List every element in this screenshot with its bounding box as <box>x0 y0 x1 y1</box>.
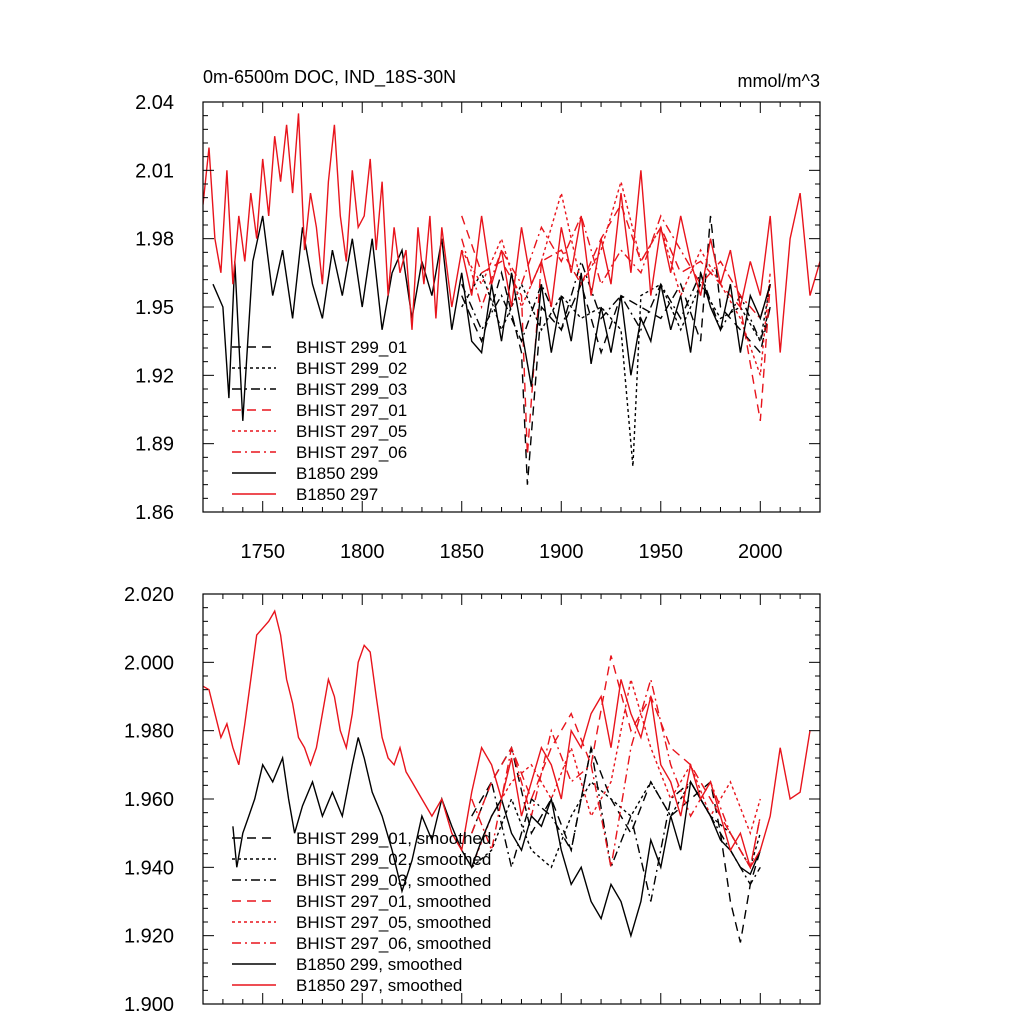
top-legend-label: BHIST 299_01 <box>296 338 407 357</box>
bottom-y-tick-label: 1.980 <box>124 721 174 743</box>
top-x-tick-label: 1750 <box>240 541 285 563</box>
top-legend-label: BHIST 297_01 <box>296 401 407 420</box>
top-units-label: mmol/m^3 <box>738 71 820 91</box>
top-x-tick-label: 1800 <box>340 541 385 563</box>
top-legend-label: B1850 299 <box>296 464 378 483</box>
top-series-line-0 <box>461 215 771 485</box>
top-chart-title: 0m-6500m DOC, IND_18S-30N <box>203 67 456 88</box>
top-y-tick-label: 1.95 <box>135 297 174 319</box>
bottom-y-tick-label: 2.020 <box>124 584 174 606</box>
top-x-tick-label: 2000 <box>738 541 783 563</box>
top-series-line-1 <box>461 271 771 467</box>
bottom-legend-label: BHIST 299_01, smoothed <box>296 829 491 848</box>
bottom-series-line-4 <box>471 679 761 868</box>
top-series-line-6 <box>212 215 771 421</box>
top-x-tick-label: 1950 <box>639 541 684 563</box>
top-legend-label: BHIST 299_03 <box>296 380 407 399</box>
bottom-y-axis: 1.900 1.920 1.940 1.960 1.980 2.000 2.020 <box>124 584 820 1016</box>
top-y-tick-label: 1.98 <box>135 229 174 251</box>
bottom-y-tick-label: 2.000 <box>124 652 174 674</box>
bottom-legend-label: BHIST 299_02, smoothed <box>296 850 491 869</box>
bottom-series-line-0 <box>471 745 761 943</box>
bottom-y-tick-label: 1.940 <box>124 857 174 879</box>
top-y-tick-label: 1.86 <box>135 502 174 524</box>
bottom-series-line-6 <box>232 737 761 939</box>
bottom-series-line-5 <box>471 676 761 870</box>
bottom-legend-label: BHIST 297_05, smoothed <box>296 913 491 932</box>
bottom-legend-label: BHIST 297_06, smoothed <box>296 934 491 953</box>
bottom-series-line-7 <box>203 609 811 870</box>
top-plot-area <box>203 113 820 485</box>
top-legend-label: BHIST 299_02 <box>296 359 407 378</box>
top-y-tick-label: 2.01 <box>135 160 174 182</box>
top-series-line-2 <box>461 259 771 344</box>
top-series-line-3 <box>461 202 771 456</box>
top-y-axis: 1.86 1.89 1.92 1.95 1.98 2.01 2.04 <box>135 92 820 524</box>
bottom-x-axis <box>202 594 821 1004</box>
top-x-axis: 1750 1800 1850 1900 1950 2000 <box>202 102 821 563</box>
top-series-line-4 <box>461 179 771 376</box>
top-legend-label: BHIST 297_05 <box>296 422 407 441</box>
bottom-y-tick-label: 1.920 <box>124 926 174 948</box>
bottom-panel: 1.900 1.920 1.940 1.960 1.980 2.000 2.020 BHIS… <box>124 584 821 1016</box>
top-series-line-7 <box>203 113 820 353</box>
top-panel: 0m-6500m DOC, IND_18S-30N mmol/m^3 1750 1… <box>135 67 821 563</box>
top-legend-label: B1850 297 <box>296 485 378 504</box>
bottom-series-line-2 <box>471 747 761 902</box>
top-legend-label: BHIST 297_06 <box>296 443 407 462</box>
top-y-tick-label: 1.92 <box>135 365 174 387</box>
bottom-legend-label: BHIST 299_03, smoothed <box>296 871 491 890</box>
top-legend: BHIST 299_01 BHIST 299_02 BHIST 299_03 BHIS… <box>232 338 407 504</box>
bottom-legend: BHIST 299_01, smoothed BHIST 299_02, smoo… <box>232 829 491 995</box>
top-series-line-5 <box>461 213 771 320</box>
bottom-legend-label: B1850 297, smoothed <box>296 976 462 995</box>
top-y-tick-label: 2.04 <box>135 92 174 114</box>
top-x-tick-label: 1850 <box>439 541 484 563</box>
top-y-tick-label: 1.89 <box>135 434 174 456</box>
top-x-tick-label: 1900 <box>539 541 584 563</box>
bottom-y-tick-label: 1.960 <box>124 789 174 811</box>
bottom-legend-label: B1850 299, smoothed <box>296 955 462 974</box>
bottom-legend-label: BHIST 297_01, smoothed <box>296 892 491 911</box>
bottom-y-tick-label: 1.900 <box>124 994 174 1016</box>
bottom-plot-area <box>203 609 811 943</box>
